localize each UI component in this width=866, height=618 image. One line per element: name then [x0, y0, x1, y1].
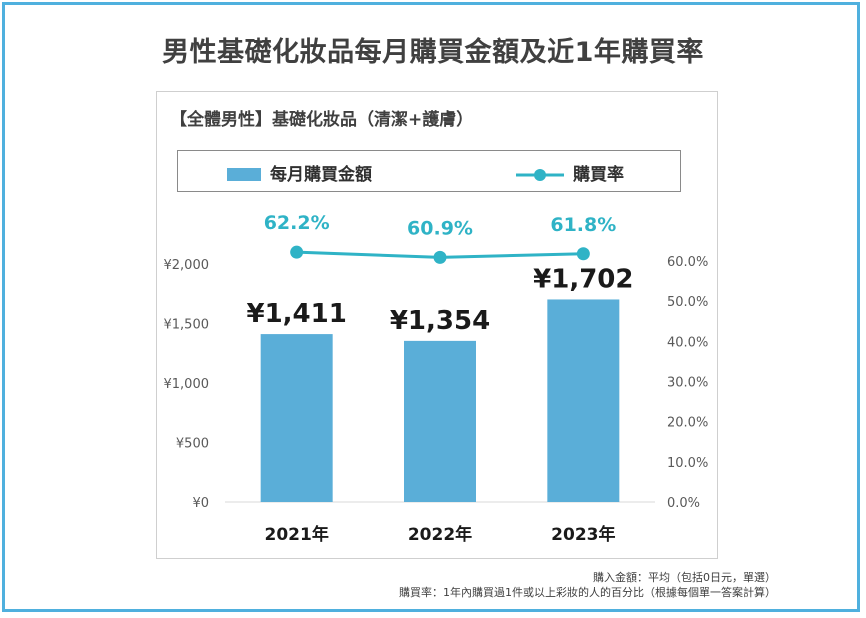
rate-data-label: 60.9% [407, 217, 473, 239]
bar-data-label: ¥1,354 [390, 306, 490, 336]
bar [547, 299, 620, 502]
bar-data-label: ¥1,411 [246, 299, 346, 329]
bar [404, 340, 476, 502]
rate-data-label: 61.8% [550, 214, 616, 236]
y-left-tick-label: ¥500 [176, 437, 209, 452]
footnote-amount: 購入金額：平均（包括0日元，單選） [593, 571, 776, 584]
bar [260, 334, 333, 502]
y-right-tick-label: 0.0% [667, 496, 700, 511]
rate-point [433, 250, 447, 264]
y-right-tick-label: 40.0% [667, 335, 708, 350]
y-left-tick-label: ¥2,000 [164, 258, 210, 273]
chart-legend [177, 150, 681, 192]
footnotes: 購入金額：平均（包括0日元，單選） 購買率：1年內購買過1件或以上彩妝的人的百分… [399, 570, 776, 600]
bar-data-label: ¥1,702 [533, 264, 633, 294]
legend-line-label: 購買率 [573, 165, 624, 185]
rate-point [290, 245, 304, 259]
y-right-tick-label: 30.0% [667, 376, 708, 391]
legend-bar-swatch [227, 168, 261, 181]
x-tick-label: 2021年 [265, 524, 329, 545]
y-left-tick-label: ¥1,500 [164, 318, 210, 333]
chart-subtitle: 【全體男性】基礎化妝品（清潔+護膚） [170, 110, 474, 130]
y-left-tick-label: ¥1,000 [164, 377, 210, 392]
y-right-tick-label: 50.0% [667, 295, 708, 310]
y-right-tick-label: 10.0% [667, 456, 708, 471]
rate-point [576, 247, 590, 261]
y-right-tick-label: 20.0% [667, 416, 708, 431]
legend-bar-label: 每月購買金額 [270, 165, 372, 185]
x-tick-label: 2023年 [551, 524, 615, 545]
page-title: 男性基礎化妝品每月購買金額及近1年購買率 [162, 37, 704, 68]
footnote-rate: 購買率：1年內購買過1件或以上彩妝的人的百分比（根據每個單一答案計算） [399, 586, 776, 599]
rate-data-label: 62.2% [264, 212, 330, 234]
x-tick-label: 2022年 [408, 524, 472, 545]
y-right-tick-label: 60.0% [667, 255, 708, 270]
y-left-tick-label: ¥0 [192, 496, 209, 511]
